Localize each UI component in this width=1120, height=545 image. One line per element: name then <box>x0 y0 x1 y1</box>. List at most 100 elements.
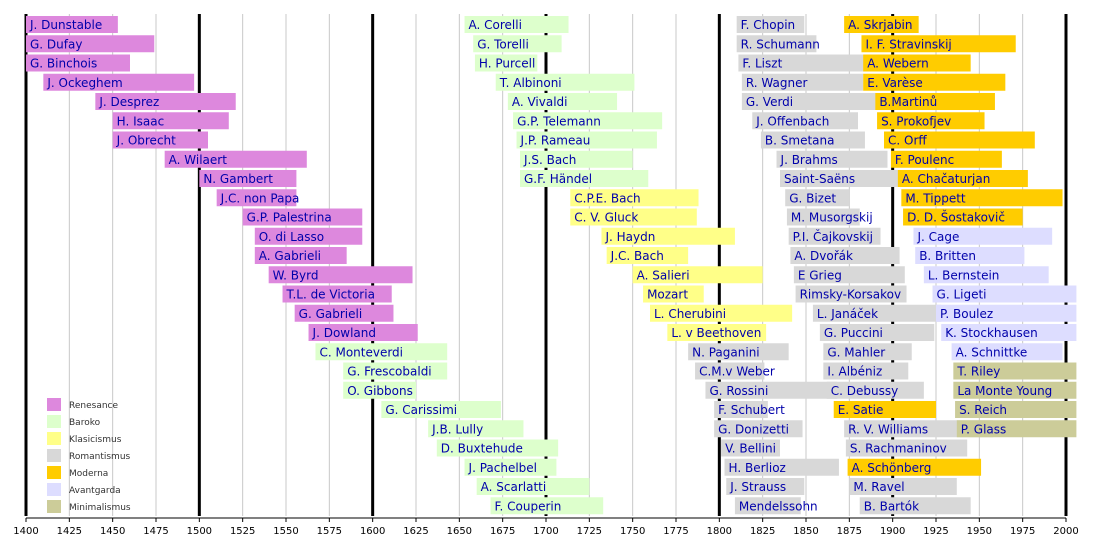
composer-bar <box>516 131 657 149</box>
composer-bar <box>315 343 448 361</box>
composer-label: Saint-Saëns <box>784 172 855 186</box>
composer-bar <box>464 458 557 476</box>
composer-label: I. F. Stravinskij <box>865 37 951 51</box>
composer-bar <box>903 208 1023 226</box>
composer-bar-group: A. Gabrieli <box>254 247 347 264</box>
legend-item: Minimalismus <box>47 500 131 513</box>
composer-bar-group: L. Bernstein <box>923 266 1049 284</box>
composer-bar <box>736 16 805 33</box>
composer-bar <box>199 170 297 187</box>
composer-bar-group: R. V. Williams <box>844 420 994 438</box>
composer-bar-group: P.I. Čajkovskij <box>788 227 881 245</box>
composer-bar <box>849 478 957 495</box>
composer-label: J.S. Bach <box>523 153 576 167</box>
legend-item: Baroko <box>47 415 101 428</box>
composer-bar-group: L. v Beethoven <box>667 324 767 341</box>
composer-bar-group: A. Salieri <box>632 266 763 284</box>
x-tick-label: 1850 <box>793 526 818 537</box>
composer-bar <box>268 266 413 284</box>
composer-bar-group: J. Dunstable <box>26 16 118 33</box>
composer-bar <box>776 150 888 168</box>
composer-label: G.F. Händel <box>524 172 592 186</box>
composer-label: C.M.v Weber <box>699 365 775 379</box>
composer-bar-group: H. Isaac <box>112 112 229 130</box>
composer-label: B. Smetana <box>765 134 835 148</box>
composer-label: A. Vivaldi <box>512 95 568 109</box>
composer-bar-group: A. Wilaert <box>164 150 307 168</box>
composer-bar <box>667 324 767 341</box>
composer-bar <box>26 16 118 33</box>
composer-bar <box>254 247 347 264</box>
composer-bar-group: J. Desprez <box>95 93 236 110</box>
composer-bar-group: J. Offenbach <box>752 112 858 130</box>
composer-bar-group: I. F. Stravinskij <box>861 35 1016 53</box>
composer-bar <box>788 227 881 245</box>
composer-label: R. V. Williams <box>848 422 928 436</box>
composer-bar <box>721 439 780 457</box>
composer-bar-group: I. Albéniz <box>823 362 909 380</box>
composer-bar-group: J. Ockeghem <box>43 73 195 91</box>
composer-bar <box>476 478 590 495</box>
composer-bar-group: M. Ravel <box>849 478 957 495</box>
composer-label: P.I. Čajkovskij <box>793 229 873 244</box>
composer-label: T. Riley <box>956 365 1000 379</box>
composer-bar <box>826 381 924 399</box>
composer-bar-group: Mendelssohn <box>734 497 818 515</box>
composer-label: N. Gambert <box>203 172 273 186</box>
composer-bar <box>216 189 297 207</box>
composer-bar <box>844 16 919 33</box>
composer-bar <box>793 266 905 284</box>
composer-label: A. Webern <box>867 57 929 71</box>
composer-bar-group: A. Schnittke <box>951 343 1063 361</box>
composer-bar <box>570 208 697 226</box>
composer-label: J. Pachelbel <box>468 461 537 475</box>
x-tick-label: 1500 <box>187 526 212 537</box>
composer-label: L. Cherubini <box>654 307 726 321</box>
composer-bar-group: J.S. Bach <box>520 150 633 168</box>
composer-bar-group: J.C. Bach <box>606 247 689 264</box>
legend-label: Klasicismus <box>69 435 122 445</box>
composer-bar <box>812 304 942 322</box>
composer-bar-group: F. Schubert <box>714 401 785 418</box>
x-tick-label: 1675 <box>490 526 515 537</box>
composer-bar-group: G. Bizet <box>785 189 850 207</box>
legend-item: Romantismus <box>47 449 131 462</box>
composer-bar <box>643 285 704 303</box>
composer-bar-group: D. D. Šostakovič <box>903 208 1023 226</box>
x-tick-label: 1450 <box>100 526 125 537</box>
legend-label: Avantgarda <box>69 486 121 496</box>
legend-label: Baroko <box>69 418 101 428</box>
composer-label: J. Haydn <box>604 230 655 244</box>
composer-bar-group: T.L. de Victoria <box>282 285 392 303</box>
composer-label: S. Rachmaninov <box>850 442 947 456</box>
composer-bar <box>570 189 699 207</box>
x-tick-label: 2000 <box>1053 526 1078 537</box>
x-tick-label: 1875 <box>837 526 862 537</box>
composer-bar <box>282 285 392 303</box>
composer-bar <box>714 401 768 418</box>
composer-bar <box>606 247 689 264</box>
composer-bar <box>490 497 604 515</box>
composer-bar-group: J. Brahms <box>776 150 888 168</box>
composer-label: J. Brahms <box>780 153 838 167</box>
composer-bar <box>845 439 968 457</box>
composer-bar-group: A. Chačaturjan <box>897 170 1028 187</box>
composer-bar <box>294 304 394 322</box>
composer-label: K. Stockhausen <box>945 326 1038 340</box>
composer-label: L. Bernstein <box>928 268 1000 282</box>
composer-label: F. Schubert <box>718 403 785 417</box>
legend-swatch <box>47 432 61 445</box>
composer-bar-group: F. Chopin <box>736 16 805 33</box>
composer-bar-group: O. Gibbons <box>343 381 416 399</box>
composer-bar <box>936 304 1077 322</box>
x-tick-label: 1650 <box>447 526 472 537</box>
composer-bar <box>520 150 633 168</box>
composer-bar-group: J. Pachelbel <box>464 458 557 476</box>
composer-label: D. Buxtehude <box>441 442 523 456</box>
x-tick-label: 1400 <box>13 526 38 537</box>
composer-label: A. Schnittke <box>956 345 1028 359</box>
composer-bar <box>897 170 1028 187</box>
x-tick-label: 1725 <box>577 526 602 537</box>
composer-label: A. Wilaert <box>169 153 228 167</box>
composer-bar-group: E. Satie <box>833 401 936 418</box>
